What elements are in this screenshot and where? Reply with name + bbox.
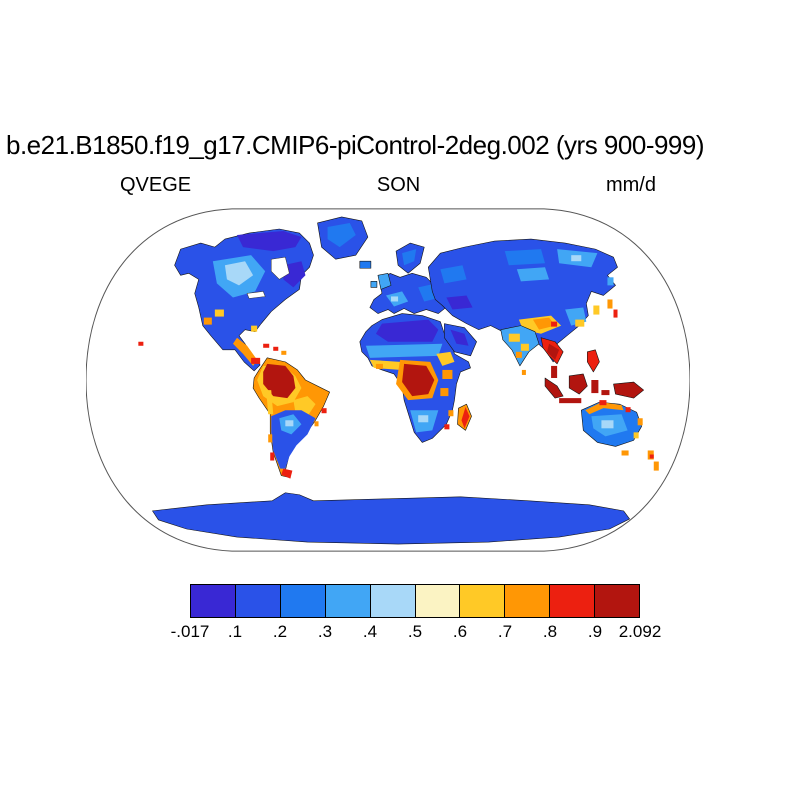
colorbar-boxes [190, 584, 641, 618]
sulawesi [591, 380, 599, 394]
africa [359, 313, 472, 443]
colorbar-box-9 [594, 584, 641, 618]
north-america [174, 228, 314, 372]
colorbar-label-10: 2.092 [618, 622, 662, 641]
australia [580, 400, 659, 471]
colorbar-box-4 [369, 584, 416, 618]
colorbar-labels: -.017 .1 .2 .3 .4 .5 .6 .7 .8 .9 2.092 [171, 618, 662, 641]
colorbar-label-1: .1 [227, 622, 243, 641]
colorbar-label-0: -.017 [170, 622, 210, 641]
colorbar-box-7 [504, 584, 551, 618]
south-america [138, 341, 330, 479]
japan-north [607, 299, 613, 309]
new-zealand-south [653, 461, 659, 471]
world-map [86, 202, 690, 558]
philippines [587, 349, 600, 373]
colorbar-box-1 [234, 584, 281, 618]
units-label: mm/d [605, 174, 656, 196]
colorbar-box-5 [414, 584, 461, 618]
colorbar-label-7: .7 [497, 622, 513, 641]
ireland [370, 281, 378, 288]
colorbar-box-2 [279, 584, 326, 618]
india [500, 325, 540, 375]
colorbar-box-8 [549, 584, 596, 618]
variable-label: QVEGE [120, 174, 192, 196]
sri-lanka [521, 369, 526, 375]
malay-peninsula [551, 365, 558, 378]
colorbar-box-0 [190, 584, 236, 618]
new-guinea [613, 381, 644, 399]
colorbar-box-6 [459, 584, 506, 618]
iceland [359, 260, 372, 269]
season-label: SON [376, 174, 421, 196]
britain [377, 272, 392, 290]
asia [427, 238, 618, 363]
pacific-island [138, 341, 144, 346]
colorbar-label-5: .5 [407, 622, 423, 641]
greenland [317, 216, 372, 269]
southeast-asia [540, 337, 644, 404]
colorbar-label-4: .4 [362, 622, 378, 641]
colorbar-box-3 [324, 584, 371, 618]
sumatra [544, 377, 564, 399]
colorbar-label-9: .9 [587, 622, 603, 641]
colorbar: -.017 .1 .2 .3 .4 .5 .6 .7 .8 .9 2.092 [171, 584, 662, 641]
subtitle-row: QVEGE SON mm/d [86, 174, 690, 197]
europe [369, 242, 456, 314]
borneo [568, 373, 588, 395]
world-map-svg [86, 208, 690, 552]
antarctica [152, 492, 630, 545]
plot-title: b.e21.B1850.f19_g17.CMIP6-piControl-2deg… [6, 130, 705, 160]
java [559, 398, 582, 404]
colorbar-label-3: .3 [317, 622, 333, 641]
japan-south [613, 309, 618, 318]
korea [593, 305, 600, 315]
arabia [444, 323, 477, 357]
tasmania [621, 450, 629, 456]
colorbar-label-2: .2 [272, 622, 288, 641]
colorbar-label-8: .8 [542, 622, 558, 641]
colorbar-label-6: .6 [452, 622, 468, 641]
